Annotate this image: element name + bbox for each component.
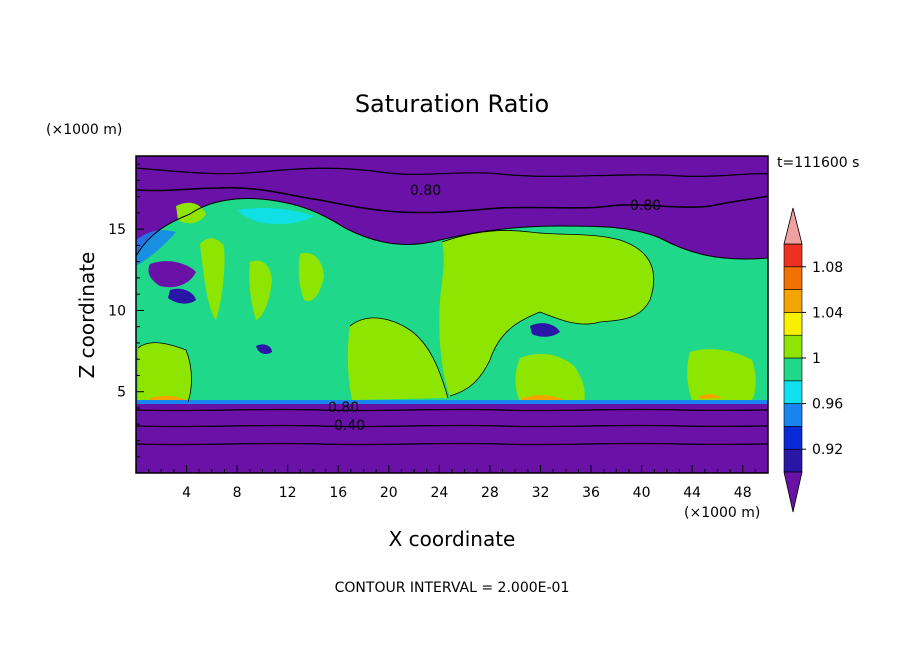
x-unit-label: (×1000 m) [684, 505, 760, 521]
x-tick-label: 48 [734, 485, 752, 501]
contour-label: 0.80 [328, 400, 359, 416]
green-patch [249, 260, 272, 320]
contour-line [136, 424, 768, 428]
x-tick-label: 20 [380, 485, 398, 501]
colorbar-band [783, 426, 803, 450]
colorbar: 1.08 1.04 1 0.96 0.92 [783, 207, 843, 513]
colorbar-label: 1.04 [812, 305, 843, 321]
cloud-base-edge [136, 400, 768, 404]
y-axis-label: Z coordinate [75, 252, 99, 379]
contour-line [441, 230, 654, 397]
contour-line [136, 442, 768, 446]
green-patch [347, 317, 448, 400]
colorbar-label: 0.92 [812, 442, 843, 458]
y-tick-label: 5 [117, 385, 126, 401]
green-patch [687, 349, 756, 400]
colorbar-band [783, 380, 803, 404]
dry-pocket [148, 261, 196, 288]
contour-line [137, 342, 192, 403]
colorbar-band [783, 289, 803, 313]
y-tick-label: 10 [108, 303, 126, 319]
x-tick-label: 44 [683, 485, 701, 501]
colorbar-band [783, 357, 803, 382]
y-tick-label: 15 [108, 222, 126, 238]
colorbar-band [783, 266, 803, 290]
dry-pocket [168, 288, 196, 304]
x-tick-label: 12 [279, 485, 297, 501]
colorbar-max-arrow [783, 207, 803, 245]
colorbar-band [783, 334, 803, 359]
x-axis-label: X coordinate [389, 527, 516, 551]
x-tick-label: 32 [532, 485, 550, 501]
x-tick-label: 24 [430, 485, 448, 501]
x-tick-label: 4 [182, 485, 191, 501]
colorbar-band [783, 243, 803, 268]
chart-title: Saturation Ratio [355, 90, 549, 118]
dry-pocket [530, 323, 560, 337]
green-patch [298, 252, 324, 301]
x-tick-label: 40 [633, 485, 651, 501]
contour-label: 0.80 [410, 183, 441, 199]
green-patch [138, 342, 192, 402]
dry-pocket [256, 344, 272, 354]
colorbar-band [783, 312, 803, 336]
high-value-spot [700, 394, 722, 399]
x-tick-label: 28 [481, 485, 499, 501]
x-tick-label: 8 [233, 485, 242, 501]
contour-interval-footer: CONTOUR INTERVAL = 2.000E-01 [335, 580, 570, 596]
colorbar-band [783, 403, 803, 427]
green-patch [200, 238, 225, 320]
green-patch [515, 353, 585, 402]
contour-line [136, 408, 768, 412]
high-value-spot [150, 395, 186, 401]
x-tick-label: 16 [329, 485, 347, 501]
plot-field [136, 156, 768, 473]
x-tick-label: 36 [582, 485, 600, 501]
contour-line [136, 167, 768, 177]
colorbar-min-arrow [783, 471, 803, 513]
x-axis: 4 8 12 16 20 24 28 32 36 40 44 48 [148, 465, 756, 501]
contour-line [349, 317, 449, 399]
contour-line [136, 198, 768, 260]
contour-line [136, 186, 768, 214]
blue-fringe-region [136, 230, 176, 266]
time-label: t=111600 s [777, 155, 859, 171]
colorbar-label: 0.96 [812, 397, 843, 413]
cyan-fringe-region [238, 208, 314, 224]
y-unit-label: (×1000 m) [46, 122, 122, 138]
contour-label: 0.40 [334, 418, 365, 434]
contour-label: 0.80 [630, 198, 661, 214]
colorbar-label: 1.08 [812, 260, 843, 276]
colorbar-label: 1 [812, 351, 821, 367]
colorbar-band [783, 448, 803, 473]
high-value-spot [522, 395, 564, 401]
green-patch [439, 230, 654, 396]
y-axis: 5 10 15 [108, 163, 144, 458]
